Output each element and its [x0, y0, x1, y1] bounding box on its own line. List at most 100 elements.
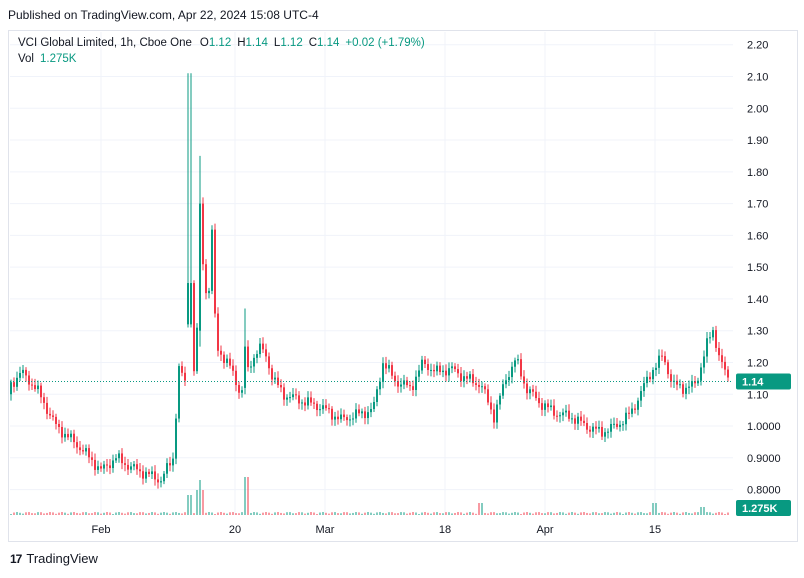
volume-bar: [88, 513, 90, 515]
last-volume-badge: 1.275K: [736, 500, 791, 516]
volume-bar: [436, 512, 438, 515]
volume-bar: [337, 513, 339, 515]
candle-body: [634, 408, 636, 410]
volume-bar: [652, 503, 654, 515]
volume-bar: [214, 513, 216, 515]
close-value: 1.14: [317, 37, 340, 49]
candle-body: [643, 383, 645, 392]
candle-body: [508, 377, 510, 381]
candle-body: [307, 397, 309, 406]
volume-bar: [430, 513, 432, 515]
volume-bar: [124, 513, 126, 515]
candle-body: [562, 412, 564, 416]
volume-bar: [460, 512, 462, 515]
volume-bar: [223, 512, 225, 515]
candle-body: [655, 367, 657, 370]
candle-body: [448, 368, 450, 376]
volume-bar: [574, 512, 576, 515]
volume-bar: [355, 512, 357, 515]
volume-bar: [700, 507, 702, 515]
candle-body: [109, 465, 111, 469]
candle-body: [37, 385, 39, 390]
candle-body: [79, 447, 81, 451]
volume-bar: [334, 512, 336, 515]
volume-bar: [499, 513, 501, 515]
candle-body: [304, 402, 306, 406]
candle-body: [16, 377, 18, 387]
volume-bar: [373, 513, 375, 515]
chart-grid: [10, 32, 733, 515]
candle-body: [64, 433, 66, 438]
candle-body: [385, 363, 387, 369]
candle-body: [679, 384, 681, 386]
price-tick-label: 1.20: [747, 357, 768, 369]
volume-bar: [403, 512, 405, 515]
volume-bar: [169, 513, 171, 515]
volume-bar: [457, 512, 459, 515]
candle-body: [253, 357, 255, 367]
time-tick-label: Feb: [92, 524, 111, 536]
candle-body: [667, 362, 669, 375]
candle-body: [145, 471, 147, 479]
candle-body: [559, 415, 561, 417]
volume-bar: [106, 512, 108, 515]
volume-bar: [352, 512, 354, 515]
volume-bar: [97, 512, 99, 515]
candle-body: [439, 365, 441, 373]
volume-bar: [640, 512, 642, 515]
candle-body: [397, 381, 399, 387]
candle-body: [529, 389, 531, 394]
candle-body: [583, 420, 585, 424]
volume-bar: [25, 512, 27, 515]
volume-bar: [157, 513, 159, 515]
volume-bar: [445, 512, 447, 515]
candle-body: [496, 404, 498, 423]
volume-bar: [484, 512, 486, 515]
volume-bar: [184, 512, 186, 515]
price-axis: 2.20 2.10 2.00 1.90 1.80 1.70 1.60 1.50 1.40 1.30…: [747, 40, 781, 497]
volume-bar: [136, 513, 138, 515]
volume-bar: [187, 495, 189, 515]
volume-bar: [28, 512, 30, 515]
volume-bar: [448, 512, 450, 515]
candle-body: [487, 389, 489, 403]
candle-body: [85, 448, 87, 452]
candle-body: [82, 450, 84, 452]
volume-bar: [592, 512, 594, 515]
candle-body: [205, 264, 207, 294]
price-tick-label: 1.90: [747, 135, 768, 147]
candle-body: [247, 346, 249, 368]
candle-body: [115, 458, 117, 461]
volume-bar: [244, 477, 246, 515]
candle-body: [709, 337, 711, 339]
tradingview-footer[interactable]: 17 TradingView: [10, 551, 98, 566]
volume-bar: [163, 512, 165, 515]
candle-body: [421, 359, 423, 371]
time-tick-label: 20: [229, 524, 241, 536]
volume-bar: [10, 514, 12, 515]
volume-bar: [571, 512, 573, 515]
candle-body: [616, 423, 618, 427]
candle-body: [538, 398, 540, 404]
volume-bar: [181, 513, 183, 515]
volume-bar: [556, 512, 558, 515]
volume-bar: [205, 512, 207, 515]
candle-body: [214, 229, 216, 314]
candle-body: [640, 391, 642, 401]
volume-bar: [43, 513, 45, 515]
volume-bar: [217, 512, 219, 515]
volume-bar: [442, 513, 444, 515]
volume-bar: [58, 512, 60, 515]
candle-body: [595, 426, 597, 429]
candle-body: [610, 423, 612, 432]
candle-body: [490, 402, 492, 410]
candle-body: [592, 426, 594, 432]
candle-body: [352, 418, 354, 420]
volume-bar: [154, 512, 156, 515]
volume-bar: [385, 513, 387, 515]
volume-label: Vol: [18, 53, 34, 65]
volume-bar: [328, 513, 330, 515]
candle-body: [400, 384, 402, 387]
volume-bar: [415, 512, 417, 515]
